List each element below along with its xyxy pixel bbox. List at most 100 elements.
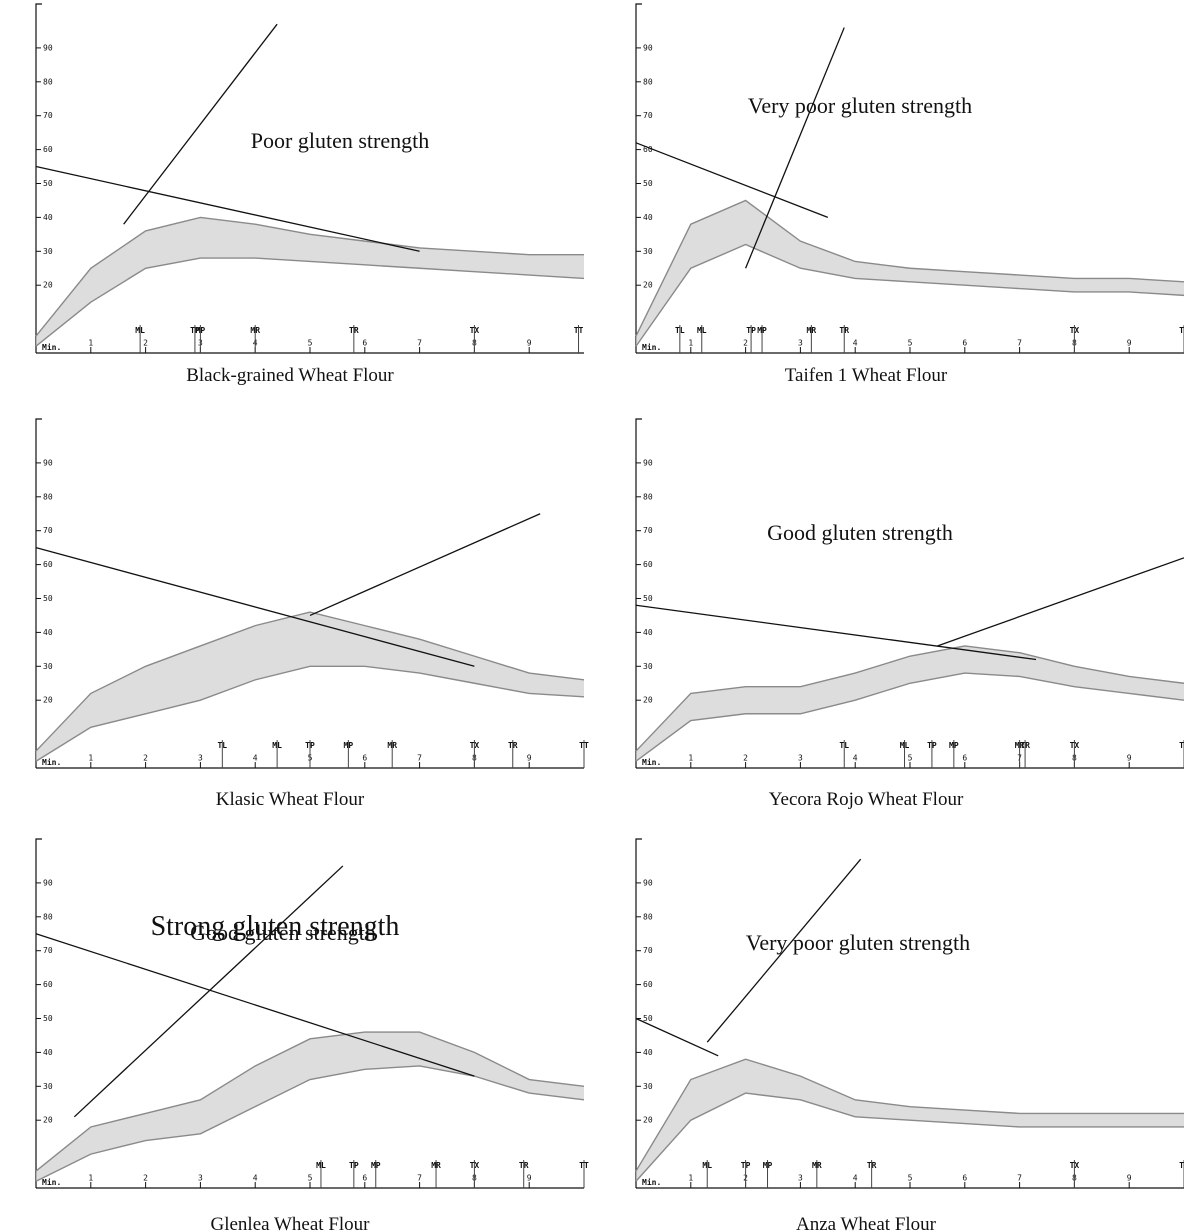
marker-label: TR xyxy=(1020,741,1030,750)
y-axis xyxy=(635,418,642,768)
marker-label: TR xyxy=(519,1161,529,1170)
envelope-line xyxy=(635,672,1184,762)
marker-label: MR xyxy=(807,326,817,335)
y-tick-label: 90 xyxy=(643,458,653,467)
y-tick-label: 20 xyxy=(43,1116,53,1125)
y-axis xyxy=(35,3,42,353)
y-tick-label: 20 xyxy=(643,281,653,290)
x-tick-label: 2 xyxy=(743,754,748,763)
envelope-line xyxy=(635,199,1184,337)
tangent-line xyxy=(635,1017,719,1057)
x-tick-label: 3 xyxy=(798,754,803,763)
envelope-line xyxy=(35,216,584,337)
annotation: Strong gluten strength xyxy=(151,911,400,942)
x-axis-label: Min. xyxy=(642,342,661,352)
marker-label: MP xyxy=(757,326,767,335)
x-tick-label: 2 xyxy=(743,339,748,348)
marker-label: MP xyxy=(344,741,354,750)
x-tick-label: 1 xyxy=(88,339,93,348)
caption: Yecora Rojo Wheat Flour xyxy=(769,789,964,810)
x-tick-label: 9 xyxy=(1127,1174,1132,1183)
panel: 2030405060708090123456789Min.TLMLTPMPMRT… xyxy=(35,418,589,945)
x-tick-label: 9 xyxy=(1127,754,1132,763)
y-tick-label: 30 xyxy=(43,662,53,671)
marker-label: TX xyxy=(470,326,480,335)
marker-label: TR xyxy=(867,1161,877,1170)
marker-label: TP xyxy=(190,326,200,335)
y-tick-label: 20 xyxy=(43,696,53,705)
tangent-line xyxy=(35,165,420,252)
marker-label: MP xyxy=(949,741,959,750)
curve-band xyxy=(36,612,584,762)
tangent-line xyxy=(309,513,541,617)
x-tick-label: 3 xyxy=(798,339,803,348)
envelope-line xyxy=(635,1058,1184,1172)
x-axis-label: Min. xyxy=(642,1177,661,1187)
y-tick-label: 50 xyxy=(43,1014,53,1023)
y-axis xyxy=(635,838,642,1188)
x-axis-label: Min. xyxy=(42,342,61,352)
x-tick-label: 6 xyxy=(962,339,967,348)
y-tick-label: 60 xyxy=(43,560,53,569)
x-tick-label: 7 xyxy=(417,1174,422,1183)
y-tick-label: 90 xyxy=(643,878,653,887)
x-tick-label: 2 xyxy=(143,339,148,348)
marker-label: TX xyxy=(1070,1161,1080,1170)
marker-label: TP xyxy=(746,326,756,335)
marker-label: TX xyxy=(470,741,480,750)
caption: Anza Wheat Flour xyxy=(796,1214,937,1231)
marker-label: ML xyxy=(697,326,707,335)
marker-label: MP xyxy=(196,326,206,335)
x-axis-label: Min. xyxy=(42,757,61,767)
y-tick-label: 40 xyxy=(43,1048,53,1057)
y-tick-label: 90 xyxy=(43,458,53,467)
marker-label: TT xyxy=(579,741,589,750)
tangent-line xyxy=(744,27,845,269)
y-tick-label: 80 xyxy=(643,492,653,501)
y-tick-label: 40 xyxy=(43,213,53,222)
y-tick-label: 90 xyxy=(43,43,53,52)
y-tick-label: 90 xyxy=(43,878,53,887)
marker-label: TL xyxy=(675,326,685,335)
y-tick-label: 70 xyxy=(643,526,653,535)
marker-label: TL xyxy=(839,741,849,750)
y-tick-label: 30 xyxy=(643,662,653,671)
caption: Black-grained Wheat Flour xyxy=(186,365,394,386)
tangent-line xyxy=(35,547,475,667)
y-tick-label: 50 xyxy=(643,179,653,188)
x-tick-label: 1 xyxy=(688,1174,693,1183)
y-tick-label: 40 xyxy=(643,1048,653,1057)
curve-band xyxy=(636,200,1184,347)
y-tick-label: 50 xyxy=(643,1014,653,1023)
y-tick-label: 40 xyxy=(643,628,653,637)
x-tick-label: 1 xyxy=(688,339,693,348)
y-tick-label: 70 xyxy=(43,946,53,955)
marker-label: TX xyxy=(1070,326,1080,335)
envelope-line xyxy=(35,257,585,347)
marker-label: MR xyxy=(431,1161,441,1170)
x-tick-label: 1 xyxy=(88,1174,93,1183)
caption: Glenlea Wheat Flour xyxy=(211,1214,371,1231)
caption: Klasic Wheat Flour xyxy=(216,789,365,810)
envelope-line xyxy=(635,243,1184,347)
marker-label: TP xyxy=(927,741,937,750)
envelope-line xyxy=(635,645,1184,752)
y-tick-label: 80 xyxy=(643,912,653,921)
x-tick-label: 9 xyxy=(1127,339,1132,348)
x-tick-label: 5 xyxy=(908,339,913,348)
x-tick-label: 4 xyxy=(253,754,258,763)
y-tick-label: 60 xyxy=(643,980,653,989)
annotation: Very poor gluten strength xyxy=(746,930,970,955)
marker-label: MR xyxy=(250,326,260,335)
x-tick-label: 6 xyxy=(362,754,367,763)
tangent-line xyxy=(35,933,475,1077)
y-tick-label: 50 xyxy=(643,594,653,603)
x-tick-label: 3 xyxy=(798,1174,803,1183)
x-tick-label: 3 xyxy=(198,754,203,763)
y-tick-label: 90 xyxy=(643,43,653,52)
y-tick-label: 70 xyxy=(643,111,653,120)
y-tick-label: 20 xyxy=(643,1116,653,1125)
x-tick-label: 7 xyxy=(417,754,422,763)
x-tick-label: 3 xyxy=(198,1174,203,1183)
